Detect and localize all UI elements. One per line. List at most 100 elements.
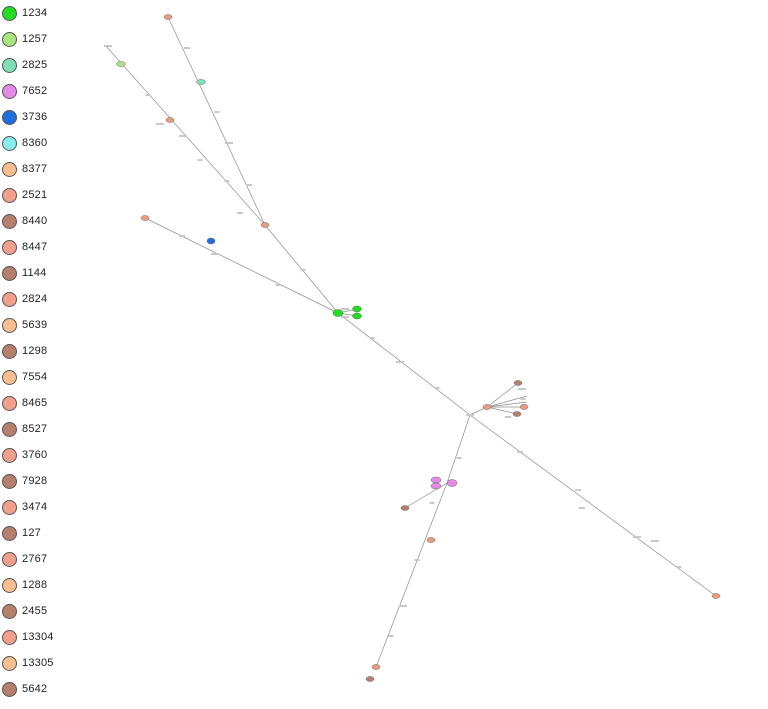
edge-label <box>651 540 659 542</box>
edge-label <box>633 536 641 538</box>
legend-item: 8360 <box>2 130 47 156</box>
legend-label: 8527 <box>22 423 48 435</box>
graph-nodes <box>116 14 721 682</box>
edge-label <box>518 388 526 390</box>
legend-item: 8377 <box>2 156 47 182</box>
edge-label <box>429 502 435 504</box>
graph-edge <box>337 312 471 416</box>
graph-edge <box>144 217 339 314</box>
legend-label: 5639 <box>22 319 48 331</box>
legend-item: 2521 <box>2 182 47 208</box>
legend-swatch <box>2 629 17 645</box>
edge-label <box>579 507 585 509</box>
legend-label: 2521 <box>22 189 48 201</box>
legend-swatch <box>2 499 17 515</box>
legend-item: 8465 <box>2 390 47 416</box>
graph-node <box>206 237 216 245</box>
edge-label <box>211 253 219 255</box>
legend-swatch <box>2 343 17 359</box>
legend-item: 13305 <box>2 650 54 676</box>
edge-label <box>179 235 185 237</box>
edge-label <box>575 489 581 491</box>
legend-item: 7928 <box>2 468 47 494</box>
legend-label: 1257 <box>22 33 48 45</box>
legend-label: 13305 <box>22 657 54 669</box>
legend-label: 127 <box>22 527 41 539</box>
legend-item: 8447 <box>2 234 47 260</box>
legend-swatch <box>2 551 17 567</box>
edge-label <box>104 45 112 47</box>
graph-node <box>163 14 173 20</box>
legend-label: 8447 <box>22 241 48 253</box>
legend-swatch <box>2 473 17 489</box>
legend-swatch <box>2 681 17 697</box>
legend-swatch <box>2 31 17 47</box>
edge-label <box>517 451 523 453</box>
legend-label: 3474 <box>22 501 48 513</box>
graph-node <box>482 404 492 410</box>
edge-label <box>456 457 462 459</box>
graph-node <box>400 505 410 511</box>
legend-item: 2824 <box>2 286 47 312</box>
legend-swatch <box>2 317 17 333</box>
edge-label <box>520 398 526 400</box>
legend-swatch <box>2 5 17 21</box>
legend-label: 8360 <box>22 137 48 149</box>
legend-item: 5639 <box>2 312 47 338</box>
edge-label <box>341 316 349 318</box>
legend-swatch <box>2 369 17 385</box>
legend-swatch <box>2 577 17 593</box>
legend-label: 8377 <box>22 163 48 175</box>
legend-label: 3736 <box>22 111 48 123</box>
graph-edge <box>446 414 471 484</box>
legend-label: 7652 <box>22 85 48 97</box>
legend-item: 1144 <box>2 260 46 286</box>
legend-label: 1234 <box>22 7 48 19</box>
legend-label: 2767 <box>22 553 48 565</box>
legend-swatch <box>2 421 17 437</box>
legend-swatch <box>2 83 17 99</box>
edge-label <box>224 180 230 182</box>
legend-swatch <box>2 395 17 411</box>
legend-item: 7554 <box>2 364 47 390</box>
edge-label <box>237 212 243 214</box>
graph-edge <box>167 16 266 226</box>
legend-label: 2824 <box>22 293 48 305</box>
legend-label: 1144 <box>22 267 47 279</box>
legend-label: 1298 <box>22 345 48 357</box>
graph-node <box>512 411 522 417</box>
edge-labels <box>104 45 682 637</box>
graph-edge <box>486 382 519 408</box>
edge-label <box>388 635 394 637</box>
edge-label <box>300 269 306 271</box>
edge-label <box>214 111 220 113</box>
edge-label <box>414 559 420 561</box>
legend-item: 3736 <box>2 104 47 130</box>
graph-node <box>711 593 721 599</box>
graph-node <box>165 117 175 123</box>
edge-label <box>341 308 349 310</box>
edge-label <box>505 416 511 418</box>
edge-label <box>145 94 151 96</box>
graph-node <box>446 479 458 487</box>
graph-edges <box>105 16 717 668</box>
legend-swatch <box>2 447 17 463</box>
legend-item: 1234 <box>2 0 47 26</box>
legend-item: 127 <box>2 520 41 546</box>
legend-item: 1257 <box>2 26 47 52</box>
legend-label: 2455 <box>22 605 48 617</box>
graph-edge <box>486 406 518 415</box>
legend-label: 7928 <box>22 475 48 487</box>
legend-swatch <box>2 291 17 307</box>
graph-node <box>352 305 362 313</box>
legend-label: 8440 <box>22 215 48 227</box>
legend-swatch <box>2 213 17 229</box>
legend-item: 7652 <box>2 78 47 104</box>
legend: 1234 1257 2825 7652 3736 8360 8377 2521 8440 8447… <box>0 0 80 709</box>
graph-node <box>426 537 436 543</box>
edge-label <box>156 123 164 125</box>
legend-item: 8527 <box>2 416 47 442</box>
graph-node <box>352 312 362 320</box>
legend-swatch <box>2 239 17 255</box>
